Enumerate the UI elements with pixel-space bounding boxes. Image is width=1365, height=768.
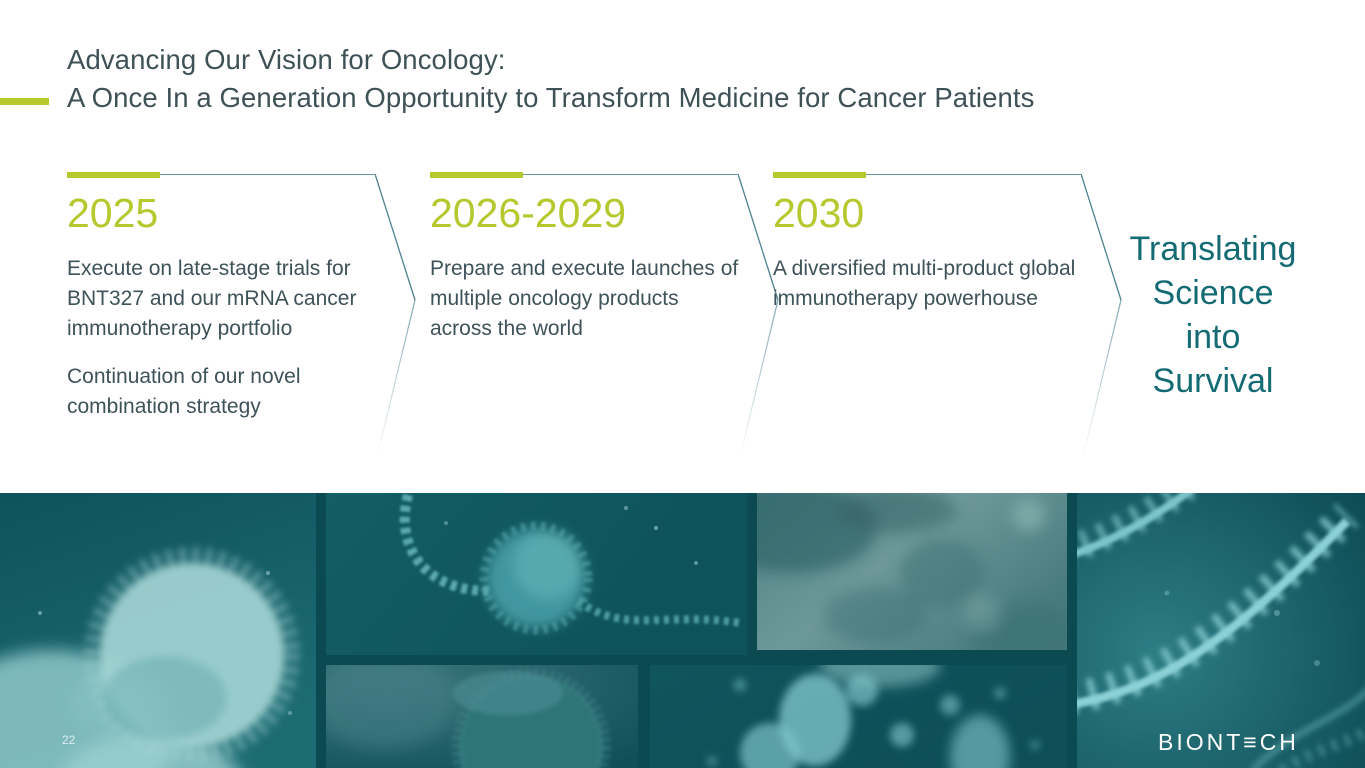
panel-top-border <box>67 174 375 175</box>
tagline-line: Translating <box>1129 230 1297 268</box>
milestone-panel-2026-2029: 2026-2029 Prepare and execute launches o… <box>430 172 779 458</box>
tagline-line: Science <box>1152 274 1274 312</box>
microscopy-particles-image <box>757 493 1067 650</box>
tagline-line: into <box>1185 318 1241 356</box>
tagline-line: Survival <box>1152 362 1274 400</box>
milestone-year: 2025 <box>67 190 159 236</box>
milestone-paragraph: Prepare and execute launches of multiple… <box>430 257 739 340</box>
chevron-edge <box>738 173 779 458</box>
virus-particles-image <box>650 665 1067 768</box>
page-number: 22 <box>62 733 76 747</box>
milestone-paragraph: Execute on late-stage trials for BNT327 … <box>67 257 357 340</box>
milestone-year: 2026-2029 <box>430 190 627 236</box>
panel-green-accent <box>67 172 160 178</box>
chevron-edge <box>1081 173 1122 458</box>
biontech-logo: BIONT≡CH <box>1158 729 1299 755</box>
mrna-ribosome-image <box>326 493 747 655</box>
milestone-description: A diversified multi-product global immun… <box>773 254 1089 314</box>
tagline: Translating Science into Survival <box>1093 227 1333 403</box>
panel-top-border <box>430 174 738 175</box>
immune-cell-image <box>0 493 316 768</box>
milestone-panel-2030: 2030 A diversified multi-product global … <box>773 172 1122 458</box>
milestone-year: 2030 <box>773 190 865 236</box>
panel-top-border <box>773 174 1081 175</box>
page-title: Advancing Our Vision for Oncology: A Onc… <box>67 41 1317 117</box>
chevron-edge <box>375 173 416 458</box>
panel-green-accent <box>430 172 523 178</box>
milestone-paragraph: A diversified multi-product global immun… <box>773 257 1076 310</box>
milestone-description: Execute on late-stage trials for BNT327 … <box>67 254 383 422</box>
title-line-1: Advancing Our Vision for Oncology: <box>67 44 506 75</box>
rna-strand-image <box>1077 493 1365 768</box>
panel-green-accent <box>773 172 866 178</box>
milestone-panel-2025: 2025 Execute on late-stage trials for BN… <box>67 172 416 458</box>
milestone-paragraph: Continuation of our novel combination st… <box>67 365 301 418</box>
title-line-2: A Once In a Generation Opportunity to Tr… <box>67 82 1035 113</box>
image-collage <box>0 493 1365 768</box>
milestone-description: Prepare and execute launches of multiple… <box>430 254 746 344</box>
title-accent-bar <box>0 98 49 105</box>
cell-sphere-image <box>326 665 638 768</box>
